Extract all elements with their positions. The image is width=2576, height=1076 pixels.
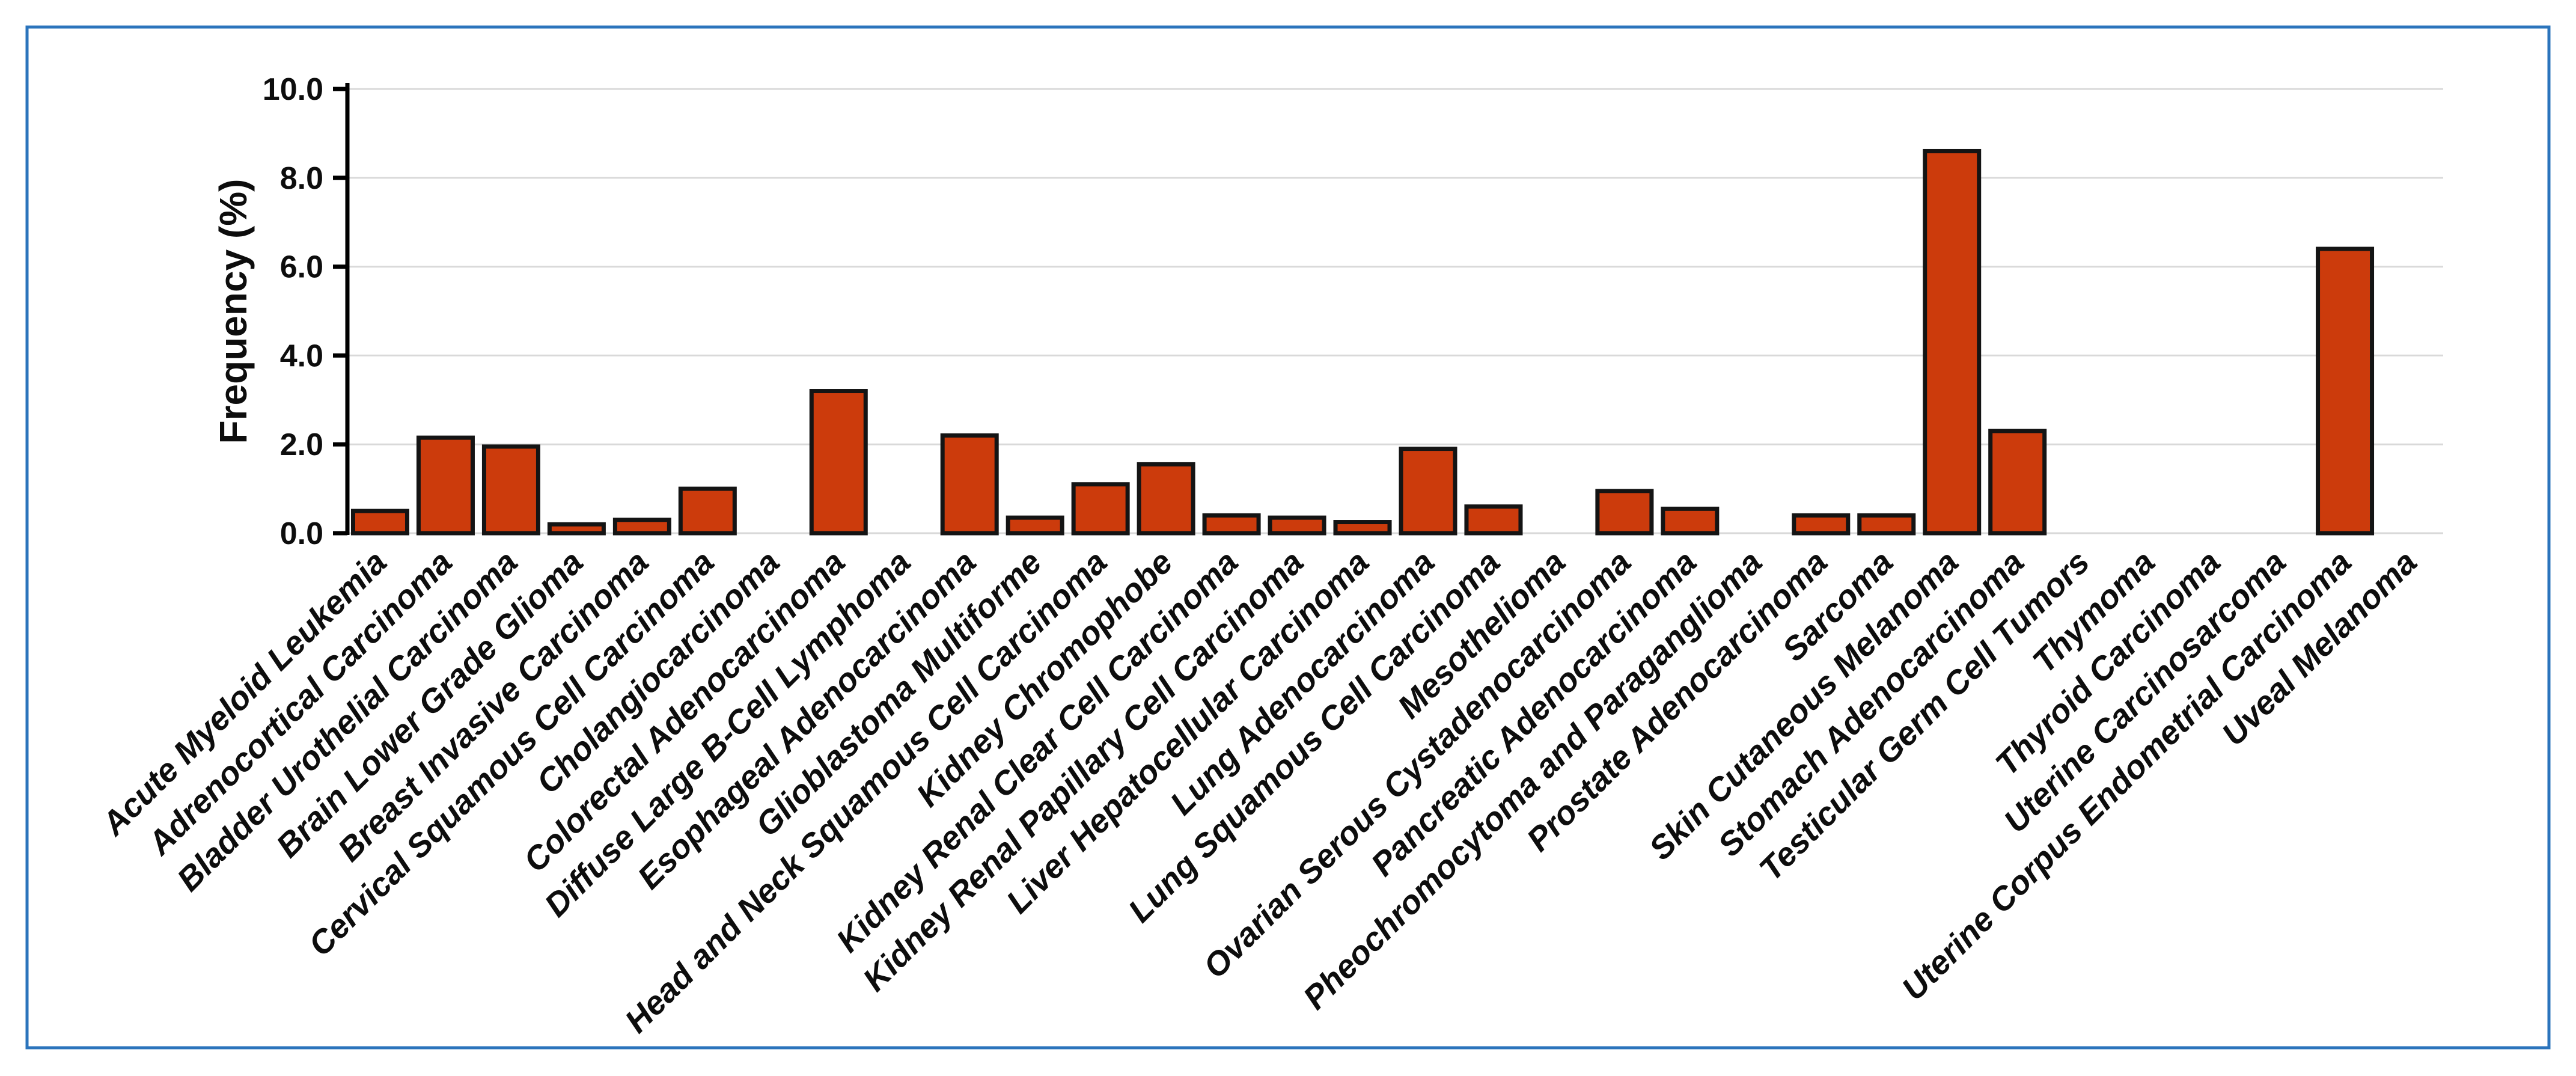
- chart-frame-border: [25, 25, 2551, 1050]
- bar: [809, 389, 868, 536]
- bar: [1988, 429, 2047, 536]
- bar: [678, 486, 737, 536]
- y-axis-title: Frequency (%): [212, 179, 255, 444]
- bar: [1333, 520, 1392, 536]
- y-tick-label: 6.0: [280, 250, 323, 285]
- bar: [1137, 462, 1195, 536]
- bar: [1071, 482, 1130, 536]
- bar: [1399, 447, 1457, 536]
- bar: [1202, 513, 1261, 536]
- bar: [1006, 515, 1064, 536]
- bar: [416, 435, 475, 536]
- y-axis: [333, 83, 350, 536]
- y-axis-labels: 0.0 2.0 4.0 6.0 8.0 10.0: [263, 72, 323, 551]
- bars: [350, 148, 2375, 536]
- y-tick-label: 4.0: [280, 338, 323, 373]
- y-tick-label: 2.0: [280, 427, 323, 462]
- bar: [1792, 513, 1851, 536]
- y-tick-label: 8.0: [280, 161, 323, 196]
- bar: [1464, 504, 1523, 536]
- gridlines: [347, 88, 2443, 534]
- bar: [940, 433, 999, 536]
- y-tick-label: 0.0: [280, 516, 323, 551]
- bar: [612, 518, 671, 536]
- y-tick-label: 10.0: [263, 72, 323, 107]
- bar: [1923, 148, 1982, 536]
- bar: [547, 522, 606, 536]
- bar: [350, 509, 409, 536]
- bar: [1595, 489, 1654, 536]
- bar: [2316, 246, 2375, 536]
- bar: [481, 444, 540, 536]
- bar: [1857, 513, 1916, 536]
- bar: [1661, 506, 1720, 536]
- bar: [1268, 515, 1326, 536]
